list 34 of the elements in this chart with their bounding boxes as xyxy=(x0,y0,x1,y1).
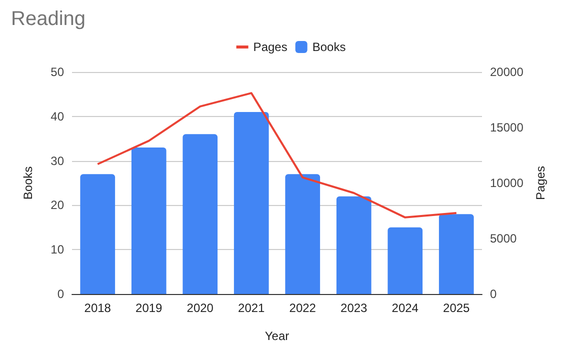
x-tick-label: 2022 xyxy=(289,301,316,315)
bar xyxy=(131,147,166,294)
bar xyxy=(182,134,218,294)
x-tick-label: 2024 xyxy=(392,301,419,315)
y-tick-label: 40 xyxy=(50,109,64,124)
bar xyxy=(234,112,269,294)
y2-tick-label: 15000 xyxy=(490,120,524,134)
bar xyxy=(80,174,116,294)
y-tick-label: 10 xyxy=(50,242,64,257)
x-tick-label: 2023 xyxy=(340,301,368,315)
y-axis-title: Books xyxy=(21,166,35,200)
bar xyxy=(336,196,372,294)
x-tick-label: 2018 xyxy=(84,301,112,315)
bar xyxy=(438,214,474,294)
y2-tick-label: 5000 xyxy=(490,232,518,246)
x-axis-title: Year xyxy=(264,329,290,343)
bar xyxy=(285,174,320,294)
x-tick-label: 2019 xyxy=(136,301,163,315)
x-tick-label: 2025 xyxy=(443,301,470,315)
x-tick-label: 2021 xyxy=(238,301,266,315)
y2-tick-label: 0 xyxy=(490,287,497,301)
y2-tick-label: 20000 xyxy=(490,65,524,79)
y-tick-label: 0 xyxy=(57,287,64,301)
bar xyxy=(388,227,423,294)
y-tick-label: 30 xyxy=(50,154,64,168)
line-series xyxy=(96,92,458,218)
chart-title: Reading xyxy=(11,8,86,30)
legend-label: Pages xyxy=(253,40,288,54)
x-tick-label: 2020 xyxy=(186,301,214,315)
legend-label: Books xyxy=(312,40,346,54)
y-tick-label: 50 xyxy=(50,65,64,79)
y2-tick-label: 10000 xyxy=(490,176,524,190)
y2-axis-title: Pages xyxy=(533,166,548,200)
y-tick-label: 20 xyxy=(50,198,64,212)
